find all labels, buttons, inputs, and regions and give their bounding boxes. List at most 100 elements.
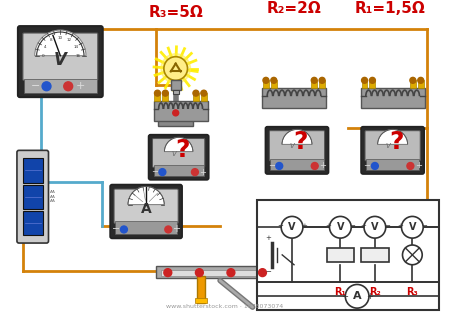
Circle shape bbox=[369, 77, 375, 83]
FancyBboxPatch shape bbox=[114, 189, 178, 223]
FancyBboxPatch shape bbox=[23, 33, 98, 80]
Text: V: V bbox=[290, 143, 295, 149]
Bar bbox=[171, 80, 180, 90]
Circle shape bbox=[345, 284, 369, 308]
Text: +: + bbox=[366, 292, 373, 301]
Text: AA
AA
AA: AA AA AA bbox=[50, 190, 55, 203]
Bar bbox=[410, 80, 416, 88]
FancyBboxPatch shape bbox=[365, 131, 420, 161]
Bar bbox=[256, 200, 439, 310]
Bar bbox=[263, 80, 269, 88]
Bar bbox=[369, 80, 375, 88]
Text: A: A bbox=[141, 202, 152, 216]
Circle shape bbox=[162, 90, 168, 96]
Text: +: + bbox=[75, 81, 85, 91]
Circle shape bbox=[193, 90, 199, 96]
Text: R₁: R₁ bbox=[334, 287, 346, 297]
Circle shape bbox=[173, 110, 179, 116]
Bar bbox=[153, 165, 204, 176]
Text: −: − bbox=[268, 161, 275, 171]
Text: +: + bbox=[398, 223, 404, 229]
Circle shape bbox=[164, 57, 188, 80]
Text: 12: 12 bbox=[67, 38, 72, 42]
Text: +: + bbox=[199, 168, 206, 177]
Text: −: − bbox=[266, 269, 271, 275]
Text: −: − bbox=[421, 223, 427, 229]
FancyBboxPatch shape bbox=[361, 127, 424, 174]
Text: R₁=1,5Ω: R₁=1,5Ω bbox=[354, 1, 425, 16]
Text: −: − bbox=[349, 223, 355, 229]
Bar bbox=[173, 90, 179, 94]
Wedge shape bbox=[282, 129, 312, 144]
Circle shape bbox=[361, 77, 368, 83]
Bar bbox=[418, 80, 424, 88]
Circle shape bbox=[201, 90, 207, 96]
FancyBboxPatch shape bbox=[18, 26, 103, 97]
Text: V: V bbox=[337, 222, 344, 232]
Text: 4: 4 bbox=[44, 45, 46, 49]
Text: A: A bbox=[353, 291, 361, 301]
Text: ?: ? bbox=[389, 130, 404, 154]
Bar bbox=[24, 79, 97, 93]
Circle shape bbox=[165, 226, 172, 233]
Text: 8: 8 bbox=[50, 38, 53, 42]
FancyBboxPatch shape bbox=[153, 139, 205, 167]
Text: V: V bbox=[172, 151, 176, 157]
Wedge shape bbox=[128, 186, 164, 205]
Circle shape bbox=[311, 163, 318, 169]
Bar bbox=[154, 93, 160, 101]
Bar bbox=[158, 112, 194, 126]
Text: V: V bbox=[409, 222, 416, 232]
Bar bbox=[156, 266, 274, 278]
Text: +: + bbox=[172, 224, 180, 235]
Text: 0: 0 bbox=[41, 54, 44, 58]
Text: ?: ? bbox=[294, 130, 308, 154]
Circle shape bbox=[159, 169, 166, 176]
FancyBboxPatch shape bbox=[17, 150, 49, 243]
Wedge shape bbox=[35, 30, 86, 56]
Text: −: − bbox=[112, 224, 120, 235]
Bar bbox=[319, 80, 325, 88]
Text: 10: 10 bbox=[58, 36, 63, 40]
Text: +: + bbox=[319, 161, 326, 171]
Bar bbox=[153, 101, 208, 121]
Text: V: V bbox=[54, 51, 67, 69]
Text: +: + bbox=[360, 223, 366, 229]
Bar bbox=[361, 80, 368, 88]
Circle shape bbox=[263, 77, 269, 83]
Text: −: − bbox=[277, 223, 283, 229]
Bar bbox=[161, 270, 270, 275]
Text: V: V bbox=[288, 222, 296, 232]
Text: −: − bbox=[151, 168, 158, 177]
Bar bbox=[311, 80, 317, 88]
Circle shape bbox=[319, 77, 325, 83]
Text: R₃: R₃ bbox=[406, 287, 418, 297]
Bar bbox=[193, 93, 199, 101]
Circle shape bbox=[227, 269, 235, 276]
Circle shape bbox=[402, 245, 422, 265]
FancyBboxPatch shape bbox=[110, 184, 182, 238]
Bar bbox=[327, 248, 354, 262]
Bar bbox=[360, 88, 425, 108]
Text: ?: ? bbox=[175, 138, 189, 162]
Text: −: − bbox=[31, 81, 40, 91]
Bar bbox=[270, 159, 324, 170]
Circle shape bbox=[407, 163, 414, 169]
Text: V: V bbox=[371, 222, 378, 232]
Circle shape bbox=[121, 226, 127, 233]
Circle shape bbox=[364, 217, 386, 238]
Wedge shape bbox=[378, 129, 408, 144]
Circle shape bbox=[164, 269, 172, 276]
Text: 14: 14 bbox=[73, 45, 78, 49]
Circle shape bbox=[161, 54, 190, 83]
Text: V: V bbox=[386, 143, 390, 149]
Bar bbox=[23, 211, 43, 235]
FancyBboxPatch shape bbox=[270, 131, 324, 161]
Text: −: − bbox=[364, 161, 370, 171]
Circle shape bbox=[311, 77, 317, 83]
Text: www.shutterstock.com · 1678073074: www.shutterstock.com · 1678073074 bbox=[166, 304, 284, 309]
Text: +: + bbox=[301, 223, 307, 229]
Text: −: − bbox=[384, 223, 390, 229]
Wedge shape bbox=[164, 137, 193, 152]
Bar bbox=[198, 275, 205, 303]
